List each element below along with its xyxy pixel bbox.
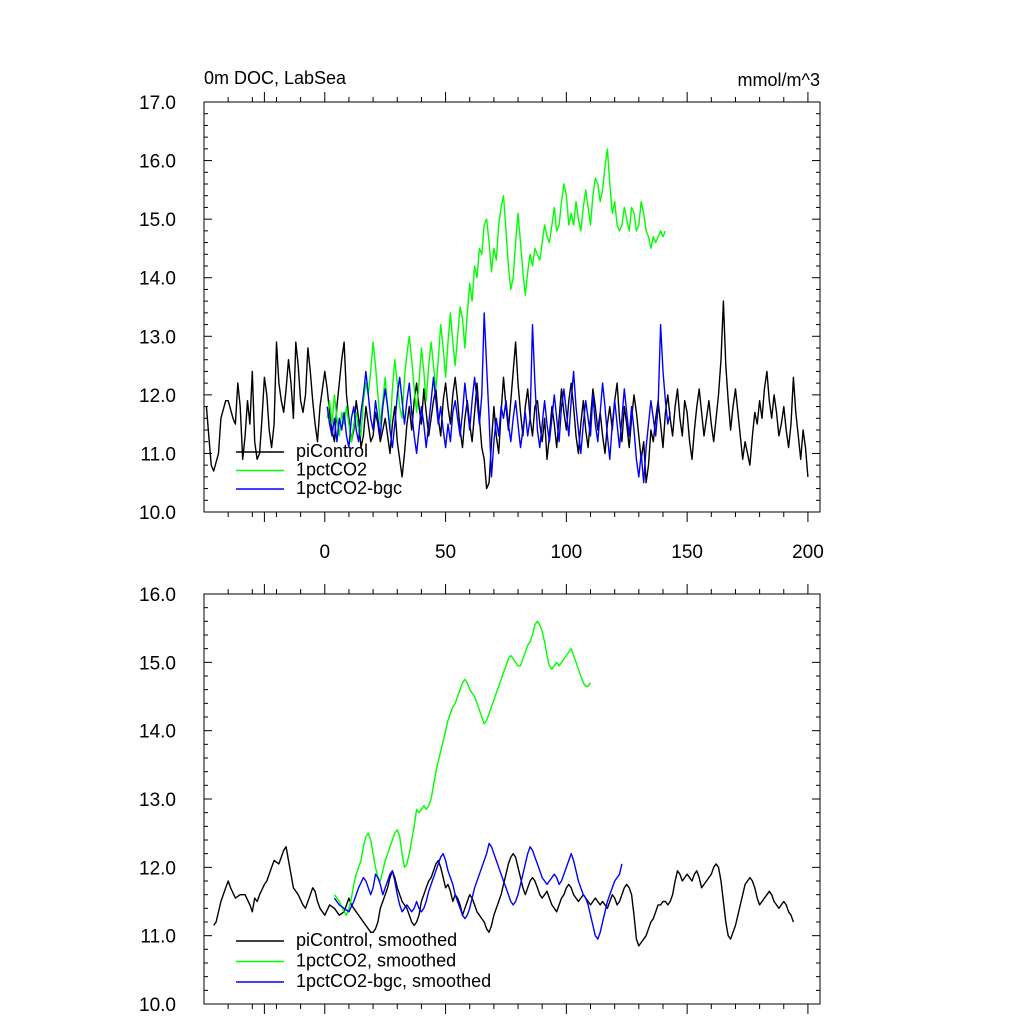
bottom-series-line-picontrol-smoothed (213, 846, 795, 947)
x-tick-label: 50 (435, 542, 456, 563)
y-tick-label: 15.0 (139, 653, 176, 674)
y-tick-label: 11.0 (140, 927, 176, 948)
bottom-series-line-1pctco2-smoothed (333, 620, 592, 916)
legend-label: 1pctCO2-bgc, smoothed (296, 971, 491, 991)
legend-label: piControl (296, 441, 368, 461)
top-panel-title: 0m DOC, LabSea (204, 68, 347, 88)
y-tick-label: 12.0 (139, 386, 176, 407)
bottom-axis-ticks: 10.0 11.0 12.0 13.0 14.0 15.0 16.0 (139, 584, 820, 1016)
y-tick-label: 15.0 (139, 210, 176, 231)
y-tick-label: 11.0 (140, 444, 176, 465)
top-axis-ticks: 10.0 11.0 12.0 13.0 14.0 15.0 16.0 17.0 0 50 100 15… (139, 92, 824, 563)
y-tick-label: 16.0 (139, 585, 176, 606)
top-panel: 0m DOC, LabSea mmol/m^3 10.0 11.0 12.0 13.0… (139, 68, 824, 563)
x-tick-label: 200 (792, 542, 824, 563)
y-tick-label: 17.0 (139, 93, 176, 114)
top-plot-frame (203, 101, 821, 513)
top-plot-lines (205, 148, 809, 490)
top-series-line-picontrol (205, 300, 809, 490)
y-tick-label: 14.0 (139, 722, 176, 743)
y-tick-label: 13.0 (139, 790, 176, 811)
top-series-line-1pctco2 (326, 148, 667, 443)
x-tick-label: 0 (319, 542, 330, 563)
y-tick-label: 12.0 (139, 858, 176, 879)
x-tick-label: 100 (551, 542, 583, 563)
legend-label: 1pctCO2 (296, 460, 367, 480)
legend-label: piControl, smoothed (296, 930, 457, 950)
y-tick-label: 16.0 (139, 152, 176, 173)
y-tick-label: 14.0 (139, 269, 176, 290)
bottom-series-line-1pctco2-bgc-smoothed (333, 842, 623, 940)
bottom-plot-lines (213, 620, 795, 947)
y-tick-label: 10.0 (139, 995, 176, 1016)
top-series-line-1pctco2-bgc (326, 312, 671, 484)
legend-label: 1pctCO2-bgc (296, 478, 402, 498)
x-tick-label: 150 (671, 542, 703, 563)
top-panel-units: mmol/m^3 (738, 70, 820, 90)
bottom-panel: 10.0 11.0 12.0 13.0 14.0 15.0 16.0 piControl, … (139, 584, 821, 1016)
bottom-plot-frame (203, 593, 821, 1005)
y-tick-label: 10.0 (139, 503, 176, 524)
legend-label: 1pctCO2, smoothed (296, 951, 456, 971)
y-tick-label: 13.0 (139, 327, 176, 348)
